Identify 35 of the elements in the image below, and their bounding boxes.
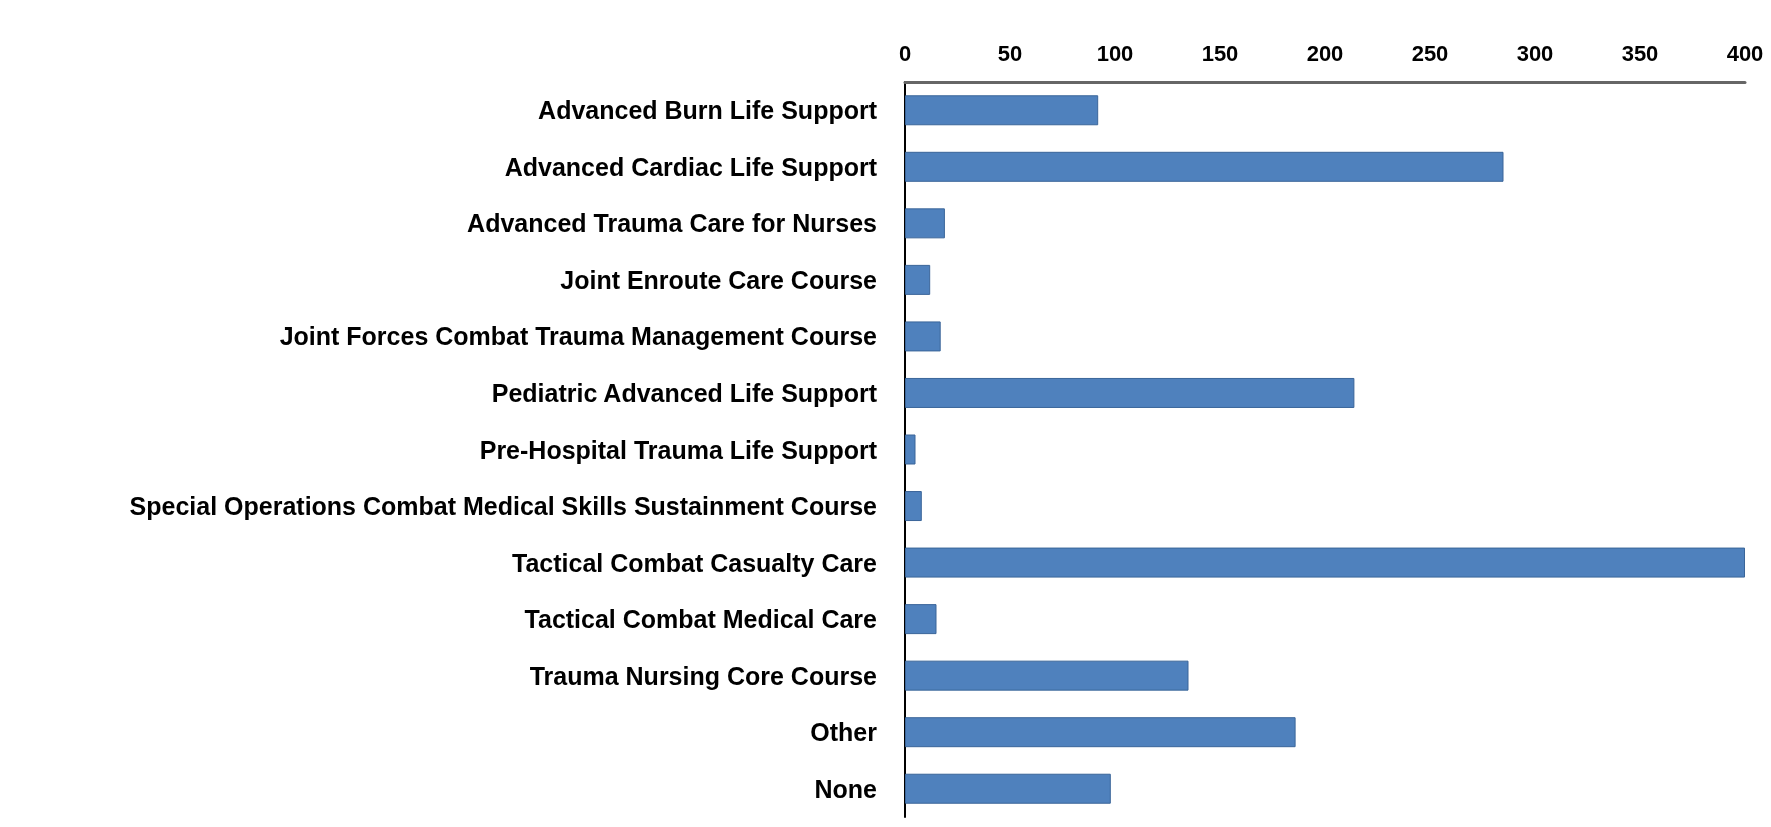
bar	[905, 377, 1355, 408]
y-tick-label: Advanced Cardiac Life Support	[504, 152, 878, 181]
bar	[905, 547, 1745, 578]
y-tick-label: Tactical Combat Medical Care	[524, 605, 878, 634]
x-tick-label: 400	[1726, 40, 1764, 66]
y-tick-label: Trauma Nursing Core Course	[529, 661, 878, 690]
x-tick-label: 150	[1201, 40, 1239, 66]
bar	[905, 491, 922, 522]
bar	[905, 434, 916, 465]
bar	[905, 773, 1111, 804]
x-tick-label: 100	[1096, 40, 1134, 66]
x-tick-label: 0	[898, 40, 912, 66]
y-tick-label: None	[814, 774, 878, 803]
y-tick-label: Pediatric Advanced Life Support	[491, 378, 878, 407]
x-tick-label: 350	[1621, 40, 1659, 66]
bar	[905, 208, 945, 239]
x-tick-label: 250	[1411, 40, 1449, 66]
y-tick-label: Tactical Combat Casualty Care	[512, 548, 878, 577]
bar	[905, 95, 1099, 126]
y-tick-label: Special Operations Combat Medical Skills Sustainment Course	[129, 492, 878, 521]
y-tick-label: Pre-Hospital Trauma Life Support	[479, 435, 878, 464]
x-tick-label: 200	[1306, 40, 1344, 66]
bar	[905, 264, 931, 295]
bar	[905, 717, 1296, 748]
bar	[905, 321, 941, 352]
x-tick-label: 300	[1516, 40, 1554, 66]
y-tick-label: Joint Forces Combat Trauma Management Course	[279, 322, 878, 351]
x-tick-label: 50	[997, 40, 1023, 66]
bar	[905, 660, 1189, 691]
bar	[905, 604, 937, 635]
y-tick-label: Joint Enroute Care Course	[560, 265, 878, 294]
bar	[905, 151, 1504, 182]
y-tick-label: Other	[810, 718, 878, 747]
y-tick-label: Advanced Trauma Care for Nurses	[467, 209, 877, 238]
y-tick-label: Advanced Burn Life Support	[538, 96, 878, 125]
